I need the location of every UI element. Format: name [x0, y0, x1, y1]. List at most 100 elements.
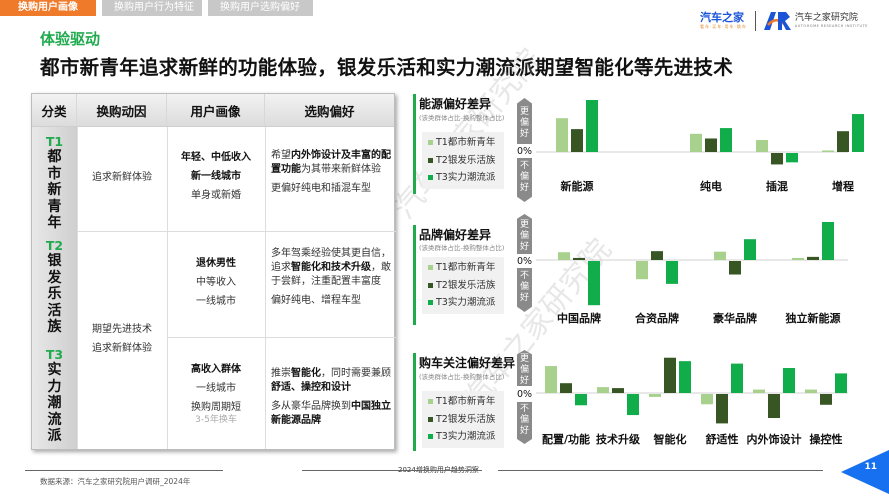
footer-divider — [302, 470, 482, 471]
legend-item-t2: T2银发乐活族 — [428, 152, 504, 170]
profile-item: 中等收入 — [196, 277, 236, 288]
segment-t3: T3 实力潮流派 — [32, 347, 77, 445]
page-badge-shape-icon — [841, 450, 889, 494]
chart-legend: T1都市新青年 T2银发乐活族 T3实力潮流派 — [422, 391, 504, 448]
chart-subtitle: (该类群体占比-换购整体占比) — [419, 114, 505, 122]
pref-text: 多从豪华品牌换到 — [271, 401, 351, 412]
motive-t23-line1: 期望先进技术 — [92, 324, 152, 335]
bar — [820, 394, 832, 405]
bar — [716, 394, 728, 424]
pref-text: ，敢于尝鲜，注重配置丰富度 — [271, 262, 391, 287]
legend-item-t3: T3实力潮流派 — [428, 294, 504, 312]
segment-code: T1 — [45, 134, 64, 149]
legend-label: T2银发乐活族 — [436, 413, 496, 425]
legend-swatch — [428, 434, 433, 440]
chart-title: 购车关注偏好差异 — [419, 356, 516, 370]
bar — [771, 153, 783, 165]
segment-t2: T2 银发乐活族 — [32, 238, 77, 336]
category-label: 舒适性 — [706, 432, 739, 446]
pref-highlight: 舒适、操控和设计 — [271, 382, 351, 393]
preference-t1: 希望内外饰设计及丰富的配置功能为其带来新鲜体验 更偏好纯电和插混车型 — [271, 149, 393, 201]
pref-text: 推崇 — [271, 368, 291, 379]
legend-swatch — [428, 175, 433, 181]
chart-subtitle: (该类群体占比-换购整体占比) — [419, 244, 505, 252]
tab-preference[interactable]: 换购用户选购偏好 — [208, 0, 313, 16]
category-label: 合资品牌 — [635, 311, 679, 325]
bar — [612, 388, 624, 393]
tab-behavior[interactable]: 换购用户行为特征 — [102, 0, 202, 16]
bar — [701, 394, 713, 405]
more-preferred-arrow: 更偏好 — [517, 214, 532, 254]
segment-t1: T1 都市新青年 — [32, 134, 77, 232]
bar — [556, 118, 568, 152]
bar — [560, 383, 572, 393]
axis-up-label: 更偏好 — [519, 354, 529, 386]
bar — [690, 133, 702, 152]
category-label: 中国品牌 — [557, 311, 601, 325]
row-divider — [77, 231, 396, 232]
bar — [573, 257, 585, 260]
ar-logo-icon — [763, 12, 791, 30]
bar — [783, 368, 795, 393]
profile-item: 新一线城市 — [191, 171, 241, 182]
bar — [837, 131, 849, 152]
pref-text: 为其带来新鲜体验 — [301, 164, 381, 175]
page-title: 都市新青年追求新鲜的功能体验，银发乐活和实力潮流派期望智能化等先进技术 — [40, 56, 734, 79]
motive-t1: 追求新鲜体验 — [92, 172, 152, 183]
segment-name: 实力潮流派 — [47, 362, 62, 444]
page-number-badge: 11 — [841, 450, 889, 494]
segment-code: T3 — [45, 347, 64, 362]
bar — [649, 394, 661, 397]
legend-label: T3实力潮流派 — [436, 172, 496, 183]
pref-text: ，同时需要兼顾 — [321, 368, 391, 379]
legend-item-t2: T2银发乐活族 — [428, 277, 504, 295]
header-motive: 换购动因 — [77, 94, 167, 126]
segment-name: 都市新青年 — [47, 149, 62, 231]
bar — [651, 251, 663, 260]
institute-name-cn: 汽车之家研究院 — [794, 13, 858, 23]
section-kicker: 体验驱动 — [40, 30, 101, 48]
pref-text: 偏好纯电、增程车型 — [271, 295, 361, 306]
legend-label: T3实力潮流派 — [436, 431, 496, 442]
bar — [586, 100, 598, 152]
pref-text: 更偏好纯电和插混车型 — [271, 183, 371, 194]
profile-t2: 退休男性 中等收入 一线城市 — [167, 257, 265, 314]
legend-label: T1都市新青年 — [436, 396, 496, 407]
legend-label: T2银发乐活族 — [436, 154, 496, 166]
column-divider — [167, 127, 168, 449]
legend-swatch — [428, 282, 433, 288]
segment-code: T2 — [45, 238, 64, 253]
more-preferred-arrow: 更偏好 — [517, 98, 532, 144]
less-preferred-arrow: 不偏好 — [517, 158, 532, 202]
legend-label: T1都市新青年 — [436, 137, 496, 148]
header-category: 分类 — [32, 94, 77, 126]
axis-down-label: 不偏好 — [519, 161, 529, 193]
bar — [756, 140, 768, 152]
bar — [714, 251, 726, 260]
category-label: 增程 — [832, 179, 854, 193]
category-label: 内外饰设计 — [747, 432, 802, 446]
chart-focus-plot: 配置/功能 技术升级 智能化 舒适性 内外饰设计 操控性 — [536, 357, 848, 446]
profile-t3: 高收入群体 一线城市 换购周期短 3-5年换车 — [167, 363, 265, 425]
axis-up-label: 更偏好 — [519, 107, 529, 139]
category-label: 独立新能源 — [785, 311, 841, 325]
bar — [807, 256, 819, 260]
header-profile: 用户画像 — [167, 94, 265, 126]
bar — [636, 261, 648, 280]
profile-item: 一线城市 — [196, 383, 236, 394]
category-label: 技术升级 — [596, 432, 641, 446]
tab-user-profile[interactable]: 换购用户画像 — [0, 0, 96, 16]
category-label: 操控性 — [810, 432, 843, 446]
chart-legend: T1都市新青年 T2银发乐活族 T3实力潮流派 — [422, 132, 504, 189]
pref-text: 希望 — [271, 150, 291, 161]
bar — [744, 239, 756, 260]
bar — [597, 387, 609, 393]
header-preference: 选购偏好 — [304, 103, 355, 119]
chart-title: 能源偏好差异 — [419, 97, 492, 111]
bar — [588, 261, 600, 306]
bar — [822, 150, 834, 152]
autohome-slogan: 看车·买车·用车·换车 — [700, 24, 747, 29]
legend-item-t1: T1都市新青年 — [428, 259, 504, 277]
column-divider — [265, 127, 266, 449]
chart-brand-plot: 中国品牌 合资品牌 豪华品牌 独立新能源 — [536, 222, 848, 325]
